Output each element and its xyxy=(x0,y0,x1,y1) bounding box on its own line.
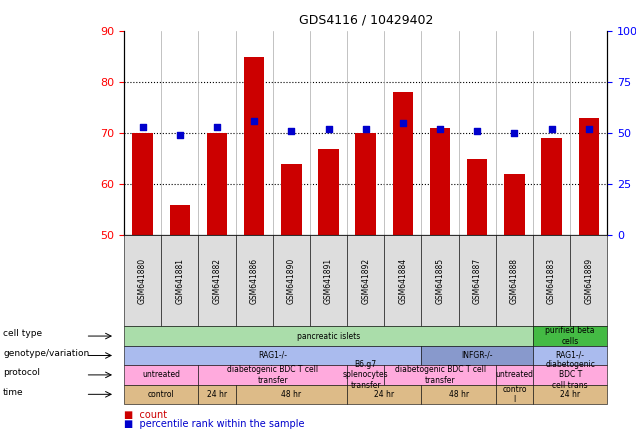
Bar xyxy=(318,148,339,235)
Bar xyxy=(430,128,450,235)
Bar xyxy=(356,133,376,235)
Bar xyxy=(467,159,487,235)
Text: GDS4116 / 10429402: GDS4116 / 10429402 xyxy=(298,14,433,27)
Text: pancreatic islets: pancreatic islets xyxy=(297,332,360,341)
Text: untreated: untreated xyxy=(495,370,534,380)
Text: GSM641885: GSM641885 xyxy=(436,258,445,304)
Point xyxy=(249,117,259,124)
Text: time: time xyxy=(3,388,24,396)
Text: GSM641880: GSM641880 xyxy=(138,258,147,304)
Text: GSM641891: GSM641891 xyxy=(324,258,333,304)
Text: GSM641882: GSM641882 xyxy=(212,258,221,304)
Text: untreated: untreated xyxy=(142,370,180,380)
Text: GSM641888: GSM641888 xyxy=(510,258,519,304)
Text: GSM641883: GSM641883 xyxy=(547,258,556,304)
Bar xyxy=(170,205,190,235)
Bar xyxy=(541,139,562,235)
Text: 24 hr: 24 hr xyxy=(560,390,580,399)
Text: GSM641892: GSM641892 xyxy=(361,258,370,304)
Bar xyxy=(244,56,265,235)
Text: control: control xyxy=(148,390,174,399)
Point xyxy=(361,126,371,133)
Text: GSM641881: GSM641881 xyxy=(176,258,184,304)
Text: diabetogenic BDC T cell
transfer: diabetogenic BDC T cell transfer xyxy=(394,365,486,385)
Text: RAG1-/-: RAG1-/- xyxy=(258,351,287,360)
Text: purified beta
cells: purified beta cells xyxy=(546,326,595,346)
Point xyxy=(212,123,222,131)
Text: contro
l: contro l xyxy=(502,385,527,404)
Text: B6.g7
splenocytes
transfer: B6.g7 splenocytes transfer xyxy=(343,360,389,390)
Point xyxy=(435,126,445,133)
Point xyxy=(175,132,185,139)
Text: GSM641890: GSM641890 xyxy=(287,258,296,304)
Text: diabetogenic
BDC T
cell trans: diabetogenic BDC T cell trans xyxy=(545,360,595,390)
Bar xyxy=(504,174,525,235)
Text: protocol: protocol xyxy=(3,368,40,377)
Point xyxy=(286,127,296,135)
Point xyxy=(472,127,482,135)
Bar xyxy=(579,118,599,235)
Text: 48 hr: 48 hr xyxy=(281,390,301,399)
Text: GSM641887: GSM641887 xyxy=(473,258,481,304)
Point xyxy=(546,126,556,133)
Point xyxy=(584,126,594,133)
Text: GSM641884: GSM641884 xyxy=(398,258,408,304)
Bar xyxy=(207,133,227,235)
Point xyxy=(324,126,334,133)
Text: diabetogenic BDC T cell
transfer: diabetogenic BDC T cell transfer xyxy=(227,365,318,385)
Text: 24 hr: 24 hr xyxy=(374,390,394,399)
Text: 48 hr: 48 hr xyxy=(448,390,469,399)
Text: ■  count: ■ count xyxy=(124,410,167,420)
Bar xyxy=(132,133,153,235)
Text: RAG1-/-: RAG1-/- xyxy=(556,351,584,360)
Text: genotype/variation: genotype/variation xyxy=(3,349,90,358)
Text: 24 hr: 24 hr xyxy=(207,390,227,399)
Bar xyxy=(281,164,301,235)
Text: GSM641886: GSM641886 xyxy=(250,258,259,304)
Point xyxy=(509,130,520,137)
Text: GSM641889: GSM641889 xyxy=(584,258,593,304)
Text: INFGR-/-: INFGR-/- xyxy=(462,351,493,360)
Text: cell type: cell type xyxy=(3,329,43,338)
Bar xyxy=(392,92,413,235)
Point xyxy=(398,119,408,127)
Text: ■  percentile rank within the sample: ■ percentile rank within the sample xyxy=(124,419,305,429)
Point xyxy=(137,123,148,131)
